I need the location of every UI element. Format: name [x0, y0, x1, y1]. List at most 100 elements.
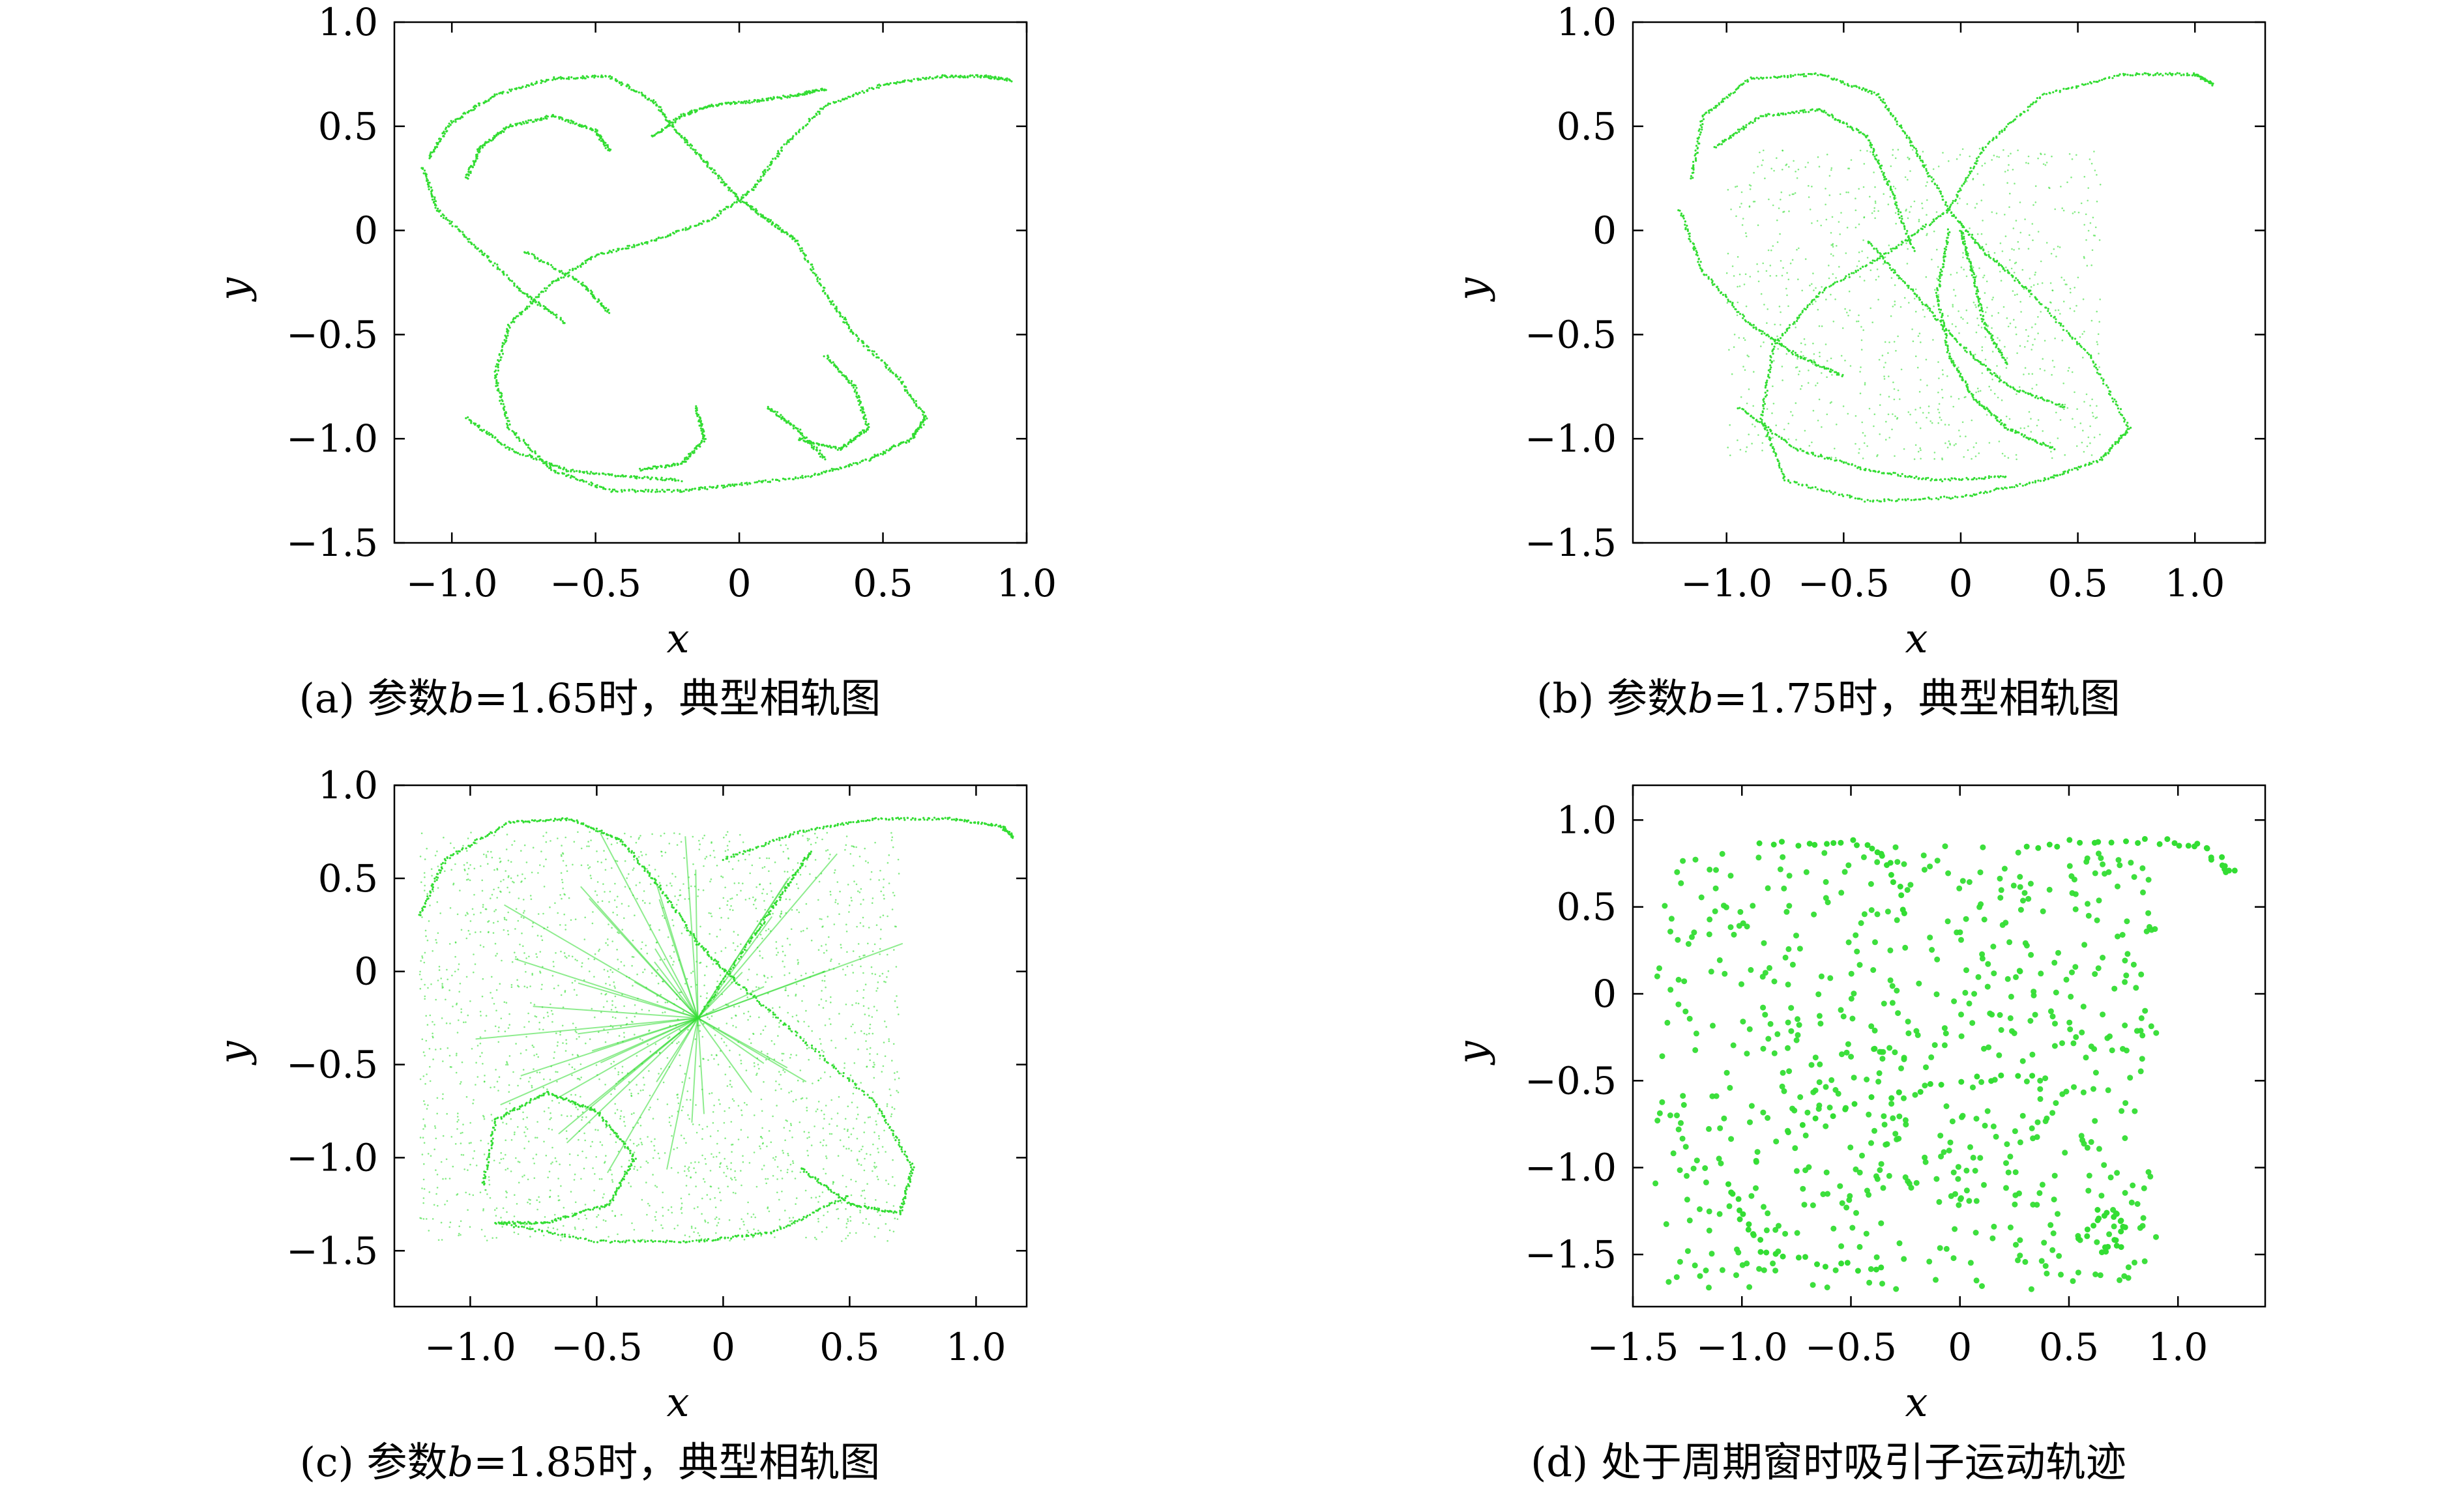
- scatter-point: [2078, 342, 2081, 345]
- scatter-point: [1974, 353, 1976, 356]
- scatter-point: [1774, 76, 1777, 79]
- scatter-point: [481, 429, 484, 432]
- scatter-point: [707, 162, 709, 164]
- scatter-point: [661, 479, 664, 482]
- series-curve: [428, 74, 1013, 493]
- scatter-point: [1749, 276, 1752, 278]
- scatter-point: [641, 489, 644, 493]
- scatter-point: [1943, 323, 1946, 325]
- scatter-point: [2096, 371, 2098, 374]
- scatter-point: [459, 230, 462, 233]
- scatter-point: [1767, 369, 1770, 371]
- scatter-point: [1865, 264, 1868, 267]
- scatter-point: [1926, 308, 1929, 310]
- scatter-point: [733, 485, 735, 487]
- scatter-point: [2077, 465, 2080, 469]
- scatter-point: [673, 119, 675, 121]
- scatter-point: [1967, 174, 1970, 177]
- scatter-point: [473, 244, 475, 246]
- scatter-point: [1823, 489, 1825, 492]
- scatter-point: [2027, 248, 2030, 250]
- scatter-point: [2062, 471, 2065, 473]
- scatter-point: [1879, 257, 1881, 259]
- scatter-point: [1959, 189, 1962, 192]
- scatter-point: [1788, 349, 1791, 352]
- scatter-point: [644, 468, 647, 471]
- scatter-point: [856, 396, 858, 399]
- scatter-point: [751, 101, 754, 104]
- scatter-point: [2154, 74, 2157, 76]
- scatter-point: [1990, 389, 1992, 391]
- scatter-point: [1987, 255, 1991, 258]
- scatter-point: [1761, 332, 1763, 335]
- scatter-point: [565, 119, 568, 121]
- scatter-point: [1914, 409, 1916, 411]
- scatter-point: [690, 489, 693, 491]
- scatter-point: [665, 478, 668, 480]
- scatter-point: [941, 76, 943, 79]
- scatter-point: [1812, 272, 1814, 274]
- scatter-point: [821, 108, 823, 110]
- scatter-point: [745, 100, 748, 102]
- scatter-point: [889, 370, 892, 373]
- scatter-point: [1888, 396, 1890, 398]
- scatter-point: [1784, 346, 1787, 349]
- scatter-point: [501, 344, 504, 347]
- scatter-point: [1889, 196, 1892, 198]
- scatter-point: [518, 289, 521, 292]
- scatter-point: [1742, 317, 1744, 319]
- scatter-point: [857, 338, 860, 341]
- scatter-point: [787, 421, 789, 424]
- scatter-point: [2037, 231, 2040, 233]
- scatter-point: [860, 459, 863, 463]
- scatter-point: [2128, 428, 2130, 430]
- scatter-point: [535, 118, 537, 121]
- scatter-point: [525, 122, 528, 124]
- scatter-point: [804, 91, 806, 94]
- scatter-point: [1858, 131, 1860, 134]
- scatter-point: [690, 144, 694, 147]
- scatter-point: [1783, 475, 1786, 478]
- scatter-point: [2087, 436, 2090, 439]
- scatter-point: [428, 188, 430, 191]
- scatter-point: [469, 170, 472, 173]
- scatter-point: [1976, 173, 1979, 175]
- scatter-point: [2030, 286, 2032, 288]
- scatter-point: [1875, 154, 1878, 156]
- scatter-point: [1924, 315, 1926, 318]
- scatter-point: [608, 474, 611, 476]
- scatter-point: [473, 162, 475, 164]
- scatter-point: [1788, 210, 1790, 212]
- scatter-point: [1679, 209, 1681, 212]
- scatter-point: [688, 144, 691, 147]
- scatter-point: [1730, 209, 1732, 210]
- scatter-point: [1999, 375, 2001, 377]
- scatter-point: [1821, 426, 1823, 428]
- scatter-point: [711, 171, 714, 173]
- scatter-point: [1753, 120, 1756, 123]
- scatter-point: [939, 76, 941, 79]
- scatter-point: [1991, 379, 1993, 381]
- scatter-point: [1776, 219, 1778, 222]
- scatter-point: [1777, 348, 1779, 350]
- scatter-point: [2018, 386, 2021, 388]
- scatter-point: [1828, 114, 1830, 117]
- scatter-point: [1959, 375, 1961, 378]
- scatter-point: [690, 109, 693, 112]
- scatter-point: [1767, 431, 1770, 434]
- scatter-point: [543, 462, 546, 465]
- scatter-point: [630, 476, 633, 478]
- scatter-point: [1832, 255, 1834, 257]
- scatter-point: [567, 119, 570, 122]
- scatter-point: [1856, 269, 1860, 272]
- scatter-point: [1850, 495, 1853, 498]
- scatter-point: [844, 97, 847, 100]
- scatter-point: [1993, 252, 1996, 254]
- scatter-point: [1830, 293, 1832, 296]
- scatter-point: [1848, 290, 1851, 293]
- scatter-point: [1768, 113, 1770, 115]
- scatter-point: [624, 474, 627, 477]
- scatter-point: [566, 272, 568, 275]
- scatter-point: [1796, 177, 1798, 179]
- scatter-point: [1748, 206, 1751, 208]
